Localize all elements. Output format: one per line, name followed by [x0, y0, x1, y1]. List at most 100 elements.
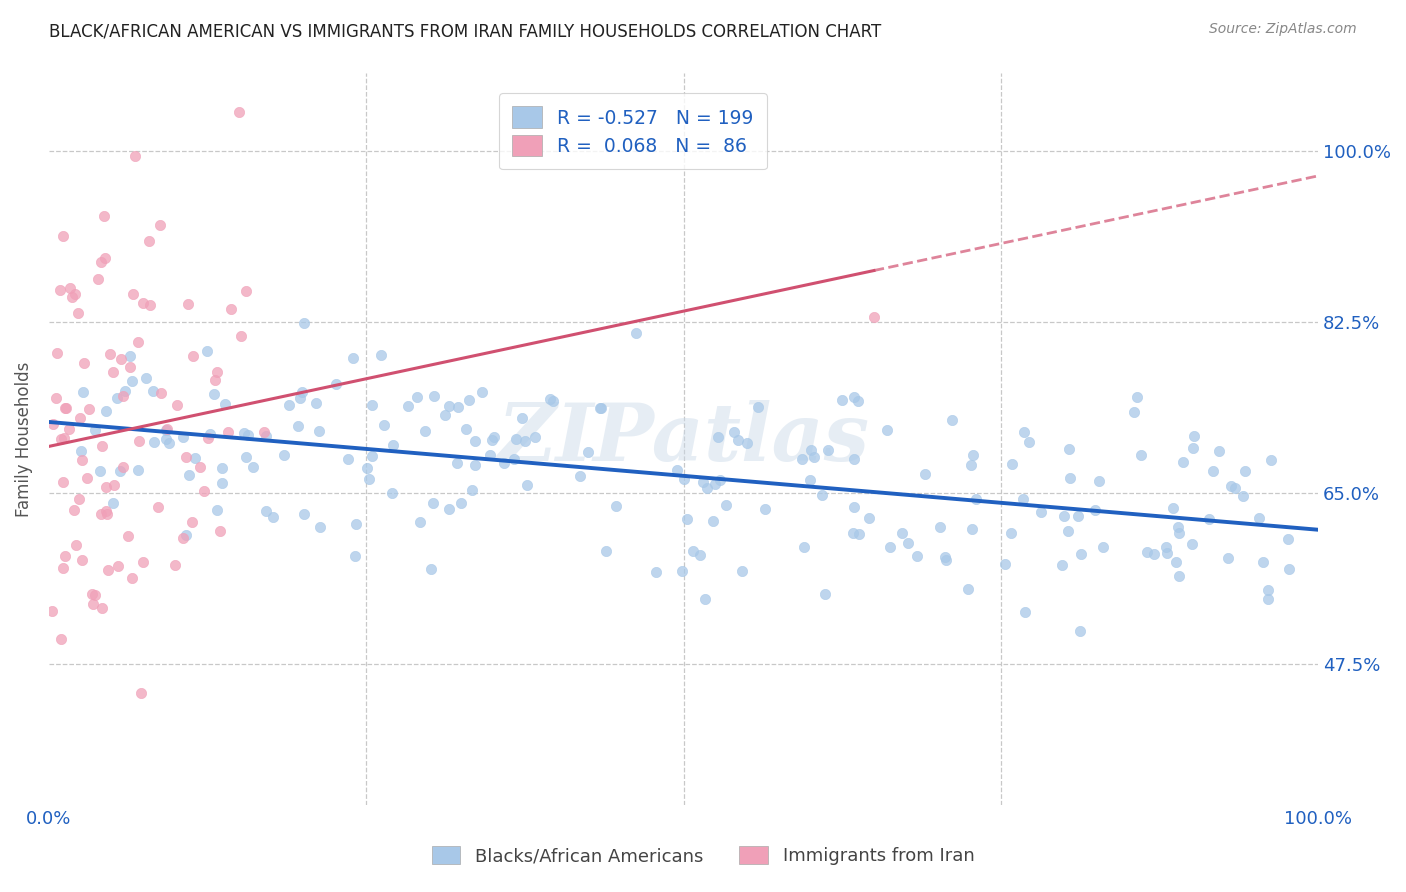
Point	[727, 434, 749, 448]
Point	[876, 423, 898, 437]
Point	[228, 105, 250, 120]
Point	[122, 287, 145, 301]
Point	[1202, 464, 1225, 478]
Point	[423, 389, 446, 403]
Point	[1156, 546, 1178, 560]
Point	[287, 418, 309, 433]
Point	[396, 399, 419, 413]
Point	[811, 488, 834, 502]
Point	[114, 384, 136, 399]
Point	[242, 459, 264, 474]
Point	[716, 498, 738, 512]
Point	[214, 397, 236, 411]
Point	[87, 272, 110, 286]
Point	[83, 588, 105, 602]
Point	[89, 464, 111, 478]
Point	[831, 392, 853, 407]
Point	[723, 425, 745, 439]
Point	[464, 434, 486, 449]
Point	[1057, 442, 1080, 456]
Point	[516, 477, 538, 491]
Point	[90, 507, 112, 521]
Point	[41, 604, 63, 618]
Point	[842, 526, 865, 541]
Point	[177, 468, 200, 483]
Point	[174, 528, 197, 542]
Point	[91, 600, 114, 615]
Point	[309, 519, 332, 533]
Point	[458, 392, 481, 407]
Point	[993, 558, 1015, 572]
Point	[58, 421, 80, 435]
Point	[59, 281, 82, 295]
Point	[624, 326, 647, 340]
Point	[484, 430, 506, 444]
Point	[149, 386, 172, 401]
Point	[1018, 434, 1040, 449]
Point	[118, 349, 141, 363]
Point	[235, 284, 257, 298]
Point	[172, 531, 194, 545]
Point	[149, 218, 172, 232]
Point	[450, 496, 472, 510]
Point	[803, 450, 825, 464]
Point	[292, 507, 315, 521]
Point	[494, 456, 516, 470]
Point	[60, 290, 83, 304]
Point	[121, 571, 143, 585]
Point	[846, 394, 869, 409]
Point	[454, 422, 477, 436]
Point	[1223, 481, 1246, 495]
Point	[1161, 500, 1184, 515]
Point	[53, 431, 76, 445]
Point	[232, 425, 254, 440]
Point	[589, 401, 612, 416]
Point	[692, 475, 714, 490]
Point	[1220, 479, 1243, 493]
Point	[689, 548, 711, 562]
Point	[356, 461, 378, 475]
Point	[568, 468, 591, 483]
Point	[262, 509, 284, 524]
Point	[1164, 555, 1187, 569]
Point	[1001, 457, 1024, 471]
Point	[127, 463, 149, 477]
Point	[502, 452, 524, 467]
Point	[934, 549, 956, 564]
Point	[211, 476, 233, 491]
Point	[197, 431, 219, 445]
Point	[461, 483, 484, 497]
Point	[66, 306, 89, 320]
Point	[105, 391, 128, 405]
Point	[148, 500, 170, 514]
Point	[1156, 541, 1178, 555]
Point	[229, 329, 252, 343]
Point	[817, 443, 839, 458]
Point	[879, 540, 901, 554]
Point	[1014, 605, 1036, 619]
Point	[1260, 453, 1282, 467]
Point	[1251, 555, 1274, 569]
Point	[709, 473, 731, 487]
Point	[905, 549, 928, 563]
Point	[288, 391, 311, 405]
Point	[97, 563, 120, 577]
Point	[183, 450, 205, 465]
Point	[42, 417, 65, 431]
Legend: R = -0.527   N = 199, R =  0.068   N =  86: R = -0.527 N = 199, R = 0.068 N = 86	[499, 94, 766, 169]
Point	[914, 467, 936, 481]
Point	[94, 403, 117, 417]
Point	[447, 400, 470, 414]
Point	[1129, 448, 1152, 462]
Point	[1257, 582, 1279, 597]
Point	[51, 632, 73, 646]
Point	[124, 149, 146, 163]
Y-axis label: Family Households: Family Households	[15, 361, 32, 516]
Point	[1167, 568, 1189, 582]
Point	[73, 356, 96, 370]
Point	[790, 452, 813, 467]
Point	[325, 376, 347, 391]
Point	[1029, 505, 1052, 519]
Point	[96, 507, 118, 521]
Point	[82, 597, 104, 611]
